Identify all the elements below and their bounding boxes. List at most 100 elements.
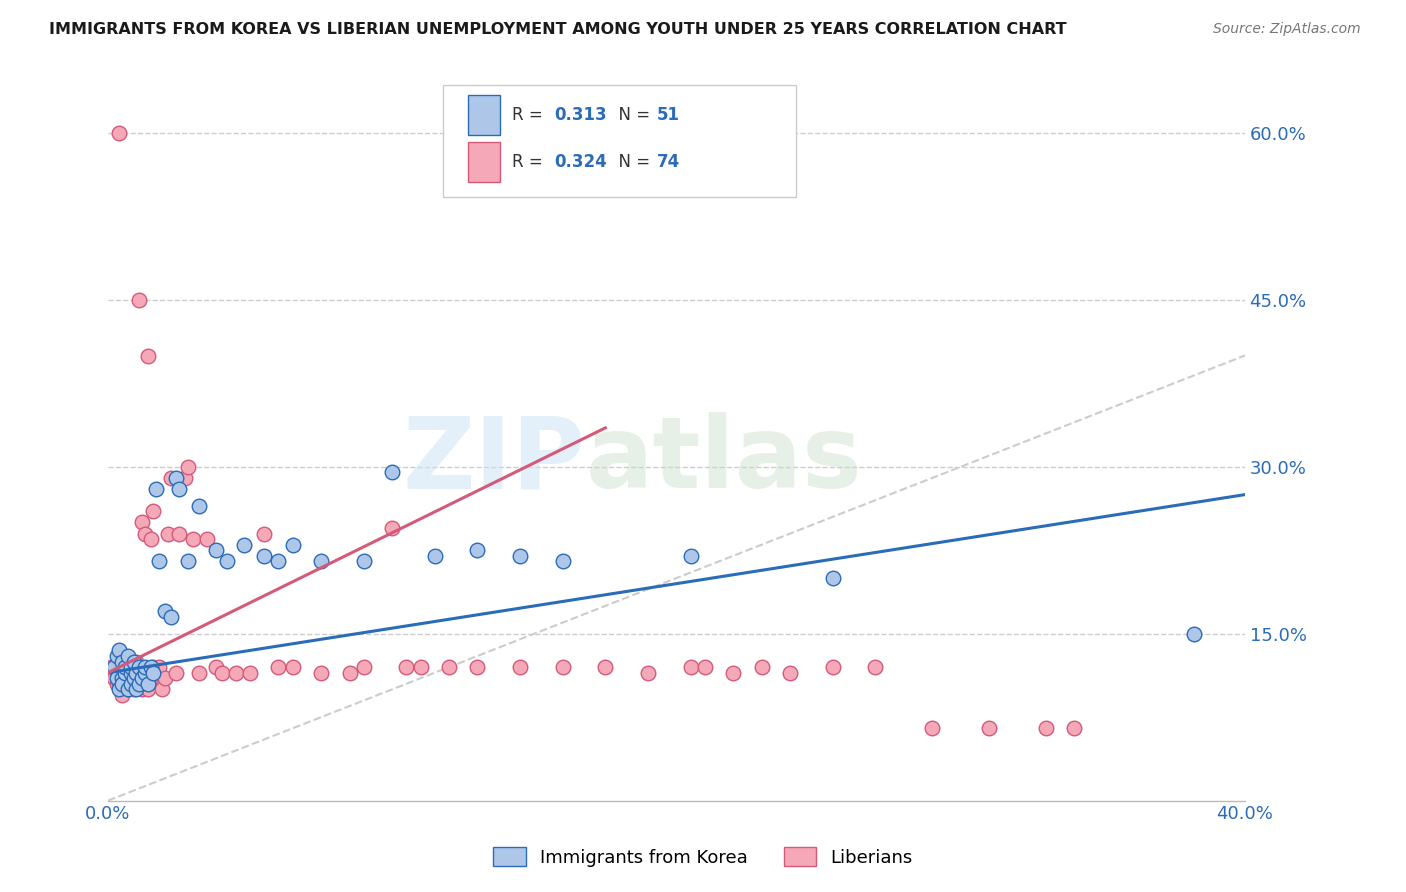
Point	[159, 471, 181, 485]
Point	[309, 665, 332, 680]
Point	[225, 665, 247, 680]
Point	[131, 671, 153, 685]
Point	[165, 665, 187, 680]
Point	[148, 660, 170, 674]
Point	[142, 660, 165, 674]
Point	[136, 677, 159, 691]
Point	[117, 682, 139, 697]
Point	[1063, 721, 1085, 735]
Point	[865, 660, 887, 674]
Point	[467, 660, 489, 674]
Point	[509, 660, 531, 674]
Point	[120, 660, 142, 674]
Point	[139, 532, 162, 546]
Point	[128, 677, 150, 691]
Point	[105, 677, 128, 691]
Point	[821, 660, 844, 674]
Point	[105, 671, 128, 685]
Point	[211, 665, 233, 680]
Point	[253, 526, 276, 541]
Point	[233, 538, 256, 552]
Point	[136, 682, 159, 697]
Point	[467, 543, 489, 558]
Point	[125, 671, 148, 685]
Point	[114, 660, 136, 674]
Point	[117, 655, 139, 669]
Point	[593, 660, 616, 674]
Text: 0.313: 0.313	[555, 106, 607, 124]
Point	[167, 526, 190, 541]
Point	[131, 516, 153, 530]
Point	[114, 671, 136, 685]
Point	[156, 526, 179, 541]
Point	[142, 504, 165, 518]
Point	[150, 682, 173, 697]
Point	[111, 671, 134, 685]
Point	[423, 549, 446, 563]
Point	[142, 665, 165, 680]
Point	[253, 549, 276, 563]
Point	[176, 554, 198, 568]
Point	[353, 660, 375, 674]
Point	[267, 554, 290, 568]
Point	[437, 660, 460, 674]
Point	[111, 655, 134, 669]
Point	[125, 682, 148, 697]
Point	[108, 126, 131, 140]
Text: ZIP: ZIP	[402, 412, 585, 509]
Point	[153, 605, 176, 619]
Point	[309, 554, 332, 568]
Point	[145, 482, 167, 496]
Point	[139, 660, 162, 674]
Point	[721, 665, 744, 680]
Point	[134, 665, 156, 680]
Point	[821, 571, 844, 585]
Point	[114, 665, 136, 680]
Point	[136, 349, 159, 363]
Text: N =: N =	[609, 106, 655, 124]
Point	[153, 671, 176, 685]
Point	[122, 665, 145, 680]
Point	[111, 677, 134, 691]
Point	[128, 665, 150, 680]
Point	[100, 660, 122, 674]
Point	[105, 648, 128, 663]
Text: 74: 74	[657, 153, 681, 171]
Point	[111, 688, 134, 702]
Point	[120, 660, 142, 674]
Point	[122, 682, 145, 697]
Text: 0.324: 0.324	[555, 153, 607, 171]
Point	[187, 665, 209, 680]
Point	[108, 682, 131, 697]
Point	[679, 549, 702, 563]
Point	[637, 665, 659, 680]
Legend: Immigrants from Korea, Liberians: Immigrants from Korea, Liberians	[486, 840, 920, 874]
Point	[217, 554, 239, 568]
Text: IMMIGRANTS FROM KOREA VS LIBERIAN UNEMPLOYMENT AMONG YOUTH UNDER 25 YEARS CORREL: IMMIGRANTS FROM KOREA VS LIBERIAN UNEMPL…	[49, 22, 1067, 37]
Point	[921, 721, 943, 735]
Point	[167, 482, 190, 496]
Point	[103, 671, 125, 685]
Point	[509, 549, 531, 563]
Point	[977, 721, 1000, 735]
Point	[381, 521, 404, 535]
Point	[120, 677, 142, 691]
Point	[551, 554, 574, 568]
Point	[239, 665, 262, 680]
Point	[114, 648, 136, 663]
Point	[139, 671, 162, 685]
Point	[128, 293, 150, 307]
Point	[281, 538, 304, 552]
Point	[134, 526, 156, 541]
Point	[145, 665, 167, 680]
Point	[122, 671, 145, 685]
Point	[108, 643, 131, 657]
FancyBboxPatch shape	[468, 142, 501, 182]
Point	[117, 648, 139, 663]
Point	[551, 660, 574, 674]
Point	[111, 665, 134, 680]
Point	[779, 665, 801, 680]
Point	[176, 459, 198, 474]
Point	[409, 660, 432, 674]
Point	[197, 532, 219, 546]
